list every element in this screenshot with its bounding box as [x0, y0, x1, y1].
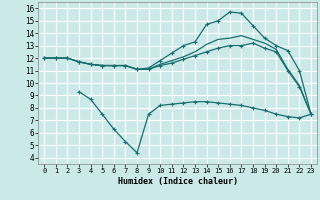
X-axis label: Humidex (Indice chaleur): Humidex (Indice chaleur)	[118, 177, 238, 186]
